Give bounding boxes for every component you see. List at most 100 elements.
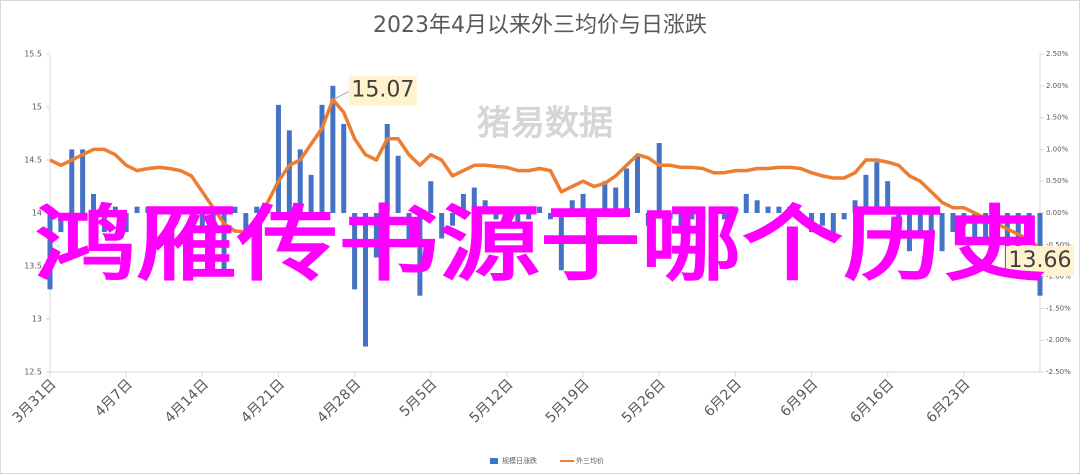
bar (624, 168, 630, 213)
bar (580, 193, 586, 213)
bar (69, 149, 75, 213)
line (49, 97, 1042, 251)
bar (754, 200, 760, 213)
bar (613, 187, 619, 213)
bar (450, 213, 456, 226)
bar (743, 193, 749, 213)
bar (917, 213, 923, 239)
bar (167, 206, 173, 213)
bar (700, 213, 706, 220)
bar (689, 213, 695, 220)
bar (634, 155, 640, 213)
bar (319, 104, 325, 213)
y2-tick-label: -2.00% (1046, 336, 1071, 344)
y2-tick-label: 2.00% (1046, 82, 1069, 90)
y-tick-label: 15.5 (24, 50, 42, 59)
chart-title: 2023年4月以来外三均价与日涨跌 (373, 13, 707, 38)
legend-label: 规模日涨跌 (502, 456, 537, 465)
bar (373, 213, 379, 258)
bar (91, 193, 97, 213)
bar (906, 213, 912, 252)
bar (939, 213, 945, 252)
bar (830, 213, 836, 239)
bar (199, 213, 205, 233)
y2-tick-label: -1.50% (1046, 304, 1071, 312)
legend-label: 外三均价 (576, 456, 604, 465)
bar (776, 206, 782, 213)
bar (569, 200, 575, 213)
bar (210, 213, 216, 245)
bar (863, 174, 869, 213)
bar (809, 213, 815, 233)
bar (972, 213, 978, 245)
bar (732, 206, 738, 213)
bar (178, 206, 184, 213)
y2-tick-label: -0.50% (1046, 241, 1071, 249)
bar (308, 174, 314, 213)
y2-tick-label: 1.00% (1046, 145, 1069, 153)
bar (722, 213, 728, 220)
bar (384, 123, 390, 213)
bar (221, 213, 227, 271)
annotation: 15.07 (351, 78, 414, 103)
bar (537, 206, 543, 213)
bar (47, 213, 53, 290)
y-tick-label: 13 (32, 315, 42, 324)
y2-tick-label: -1.00% (1046, 273, 1071, 281)
bar (591, 213, 597, 233)
bar (558, 213, 564, 271)
bar (330, 85, 336, 213)
bar (123, 213, 129, 233)
overlay-text: 鸿雁传书源于哪个历史 (35, 197, 1045, 292)
y2-tick-label: 0.00% (1046, 209, 1069, 217)
bar (656, 143, 662, 213)
legend-swatch (490, 458, 498, 464)
bar (547, 213, 553, 220)
bar (1026, 213, 1032, 233)
bar (58, 213, 64, 233)
bar (765, 206, 771, 213)
bar (1004, 213, 1010, 271)
bar (819, 213, 825, 226)
bar (112, 206, 118, 213)
bar (961, 213, 967, 226)
bar (678, 213, 684, 226)
y-tick-label: 15 (32, 103, 42, 112)
bar (156, 206, 162, 213)
bar (526, 213, 532, 220)
callout-leader (332, 90, 352, 101)
callout-box (348, 75, 417, 106)
bar (460, 193, 466, 213)
y2-tick-label: 0.50% (1046, 177, 1069, 185)
bar (1015, 213, 1021, 264)
bar (482, 200, 488, 213)
watermark: 猪易数据 (477, 104, 613, 144)
bar (134, 206, 140, 213)
bar (645, 213, 651, 226)
bar (80, 149, 86, 213)
bar (275, 104, 281, 213)
y2-tick-label: 1.50% (1046, 114, 1069, 122)
callout-box (1006, 246, 1074, 277)
bar (352, 213, 358, 290)
bar (841, 213, 847, 220)
bar (667, 213, 673, 220)
bar (428, 181, 434, 213)
bar (852, 200, 858, 213)
y2-tick-label: -2.50% (1046, 368, 1071, 376)
bar (602, 181, 608, 213)
y-tick-label: 12.5 (24, 368, 42, 377)
bar (417, 213, 423, 296)
bar (101, 213, 107, 233)
bar (286, 130, 292, 213)
bar (874, 162, 880, 213)
bar (515, 213, 521, 226)
bar (798, 213, 804, 220)
bar (406, 213, 412, 245)
bar (297, 149, 303, 213)
bar (493, 213, 499, 220)
bar (928, 213, 934, 252)
bar (395, 155, 401, 213)
bar (983, 213, 989, 239)
